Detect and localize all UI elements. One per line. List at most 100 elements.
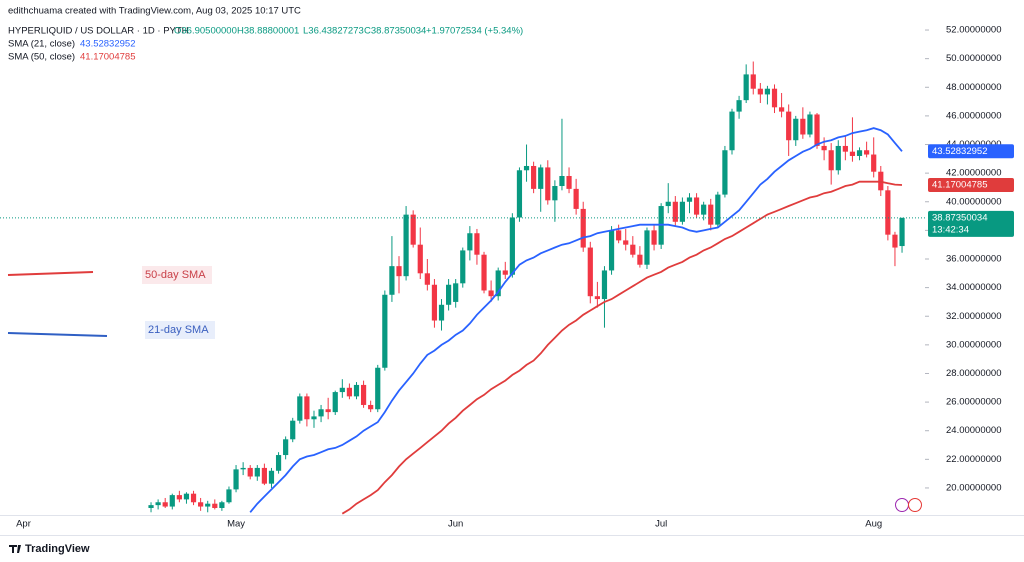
x-tick-label: Jun [448, 519, 463, 530]
candle-body [708, 204, 714, 225]
logo-text: TradingView [25, 543, 90, 555]
legend-low: L36.43827273 [303, 26, 364, 37]
candle-body [339, 387, 345, 393]
candle-body [453, 283, 459, 302]
legend-open: O36.90500000 [174, 26, 237, 37]
candle-body [318, 409, 324, 417]
candle-body [424, 273, 430, 285]
y-tick-label: 42.00000000 [946, 168, 1001, 179]
candle-body [325, 409, 331, 413]
y-tick-label: 36.00000000 [946, 254, 1001, 265]
candle-body [240, 467, 246, 470]
annotation: 21-day SMA [148, 324, 209, 336]
y-tick-label: 20.00000000 [946, 482, 1001, 493]
candle-body [233, 469, 239, 490]
candle-body [290, 420, 296, 440]
candle-body [531, 165, 537, 189]
candle-body [446, 284, 452, 305]
candle-body [460, 250, 466, 284]
candle-body [183, 493, 190, 500]
candle-body [198, 502, 204, 507]
candle-body [892, 234, 898, 248]
candle-body [587, 247, 593, 297]
y-tick-label: 46.00000000 [946, 110, 1001, 121]
legend-name: SMA (21, close) [8, 39, 75, 50]
candle-body [623, 240, 629, 245]
candle-body [566, 175, 572, 189]
candle-body [509, 217, 515, 275]
candle-body [672, 201, 678, 222]
candle-body [686, 197, 693, 202]
candle-body [261, 467, 267, 484]
candle-body [800, 118, 806, 135]
candle-body [488, 290, 494, 297]
candle-body [849, 151, 856, 156]
annotation-line [7, 271, 94, 276]
value-tag-label: 43.52832952 [932, 146, 987, 157]
candle-body [722, 150, 728, 195]
annotation-box [145, 321, 215, 339]
y-tick-label: 34.00000000 [946, 282, 1001, 293]
candle-body [778, 107, 785, 112]
candle-body [538, 167, 544, 189]
candle-body [297, 396, 303, 421]
candle-body [651, 230, 657, 245]
y-tick-label: 26.00000000 [946, 397, 1001, 408]
candle-body [715, 194, 721, 225]
y-tick-label: 32.00000000 [946, 311, 1001, 322]
candle-body [346, 387, 353, 397]
candle-body [573, 188, 579, 209]
candle-body [679, 201, 686, 222]
candle-body [856, 150, 863, 156]
candle-body [353, 384, 360, 397]
candle-body [162, 502, 168, 507]
candle-body [382, 294, 388, 368]
candle-body [885, 190, 891, 235]
candle-body [268, 470, 275, 484]
candle-body [608, 230, 615, 271]
candle-body [828, 150, 834, 171]
candle-body [254, 467, 260, 477]
y-tick-label: 30.00000000 [946, 339, 1001, 350]
candle-body [495, 270, 501, 297]
candle-body [219, 502, 225, 508]
candle-body [368, 404, 374, 410]
y-tick-label: 52.00000000 [946, 25, 1001, 36]
candle-body [750, 74, 756, 89]
candle-body [275, 455, 282, 471]
candle-body [176, 495, 182, 500]
candle-body [481, 254, 487, 291]
candle-body [786, 111, 792, 141]
candle-body [169, 495, 175, 507]
candle-body [247, 467, 253, 477]
candle-body [821, 145, 827, 151]
price-tag-label: 38.87350034 [932, 212, 987, 223]
plot-area [148, 61, 905, 515]
candle-body [814, 114, 820, 146]
candle-body [375, 367, 381, 410]
price-tag [928, 210, 1014, 237]
candle-body [871, 154, 877, 172]
value-tag [928, 144, 1014, 159]
candle-body [205, 503, 211, 507]
candle-body [764, 88, 771, 95]
x-tick-label: May [227, 519, 245, 530]
candle-body [601, 270, 608, 300]
candle-body [226, 489, 232, 503]
candle-body [835, 145, 841, 171]
candle-body [516, 170, 523, 218]
icon [895, 498, 909, 512]
candle-body [899, 217, 905, 247]
annotation-box [142, 266, 212, 284]
candle-body [793, 118, 799, 141]
credit: edithchuama created with TradingView.com… [8, 6, 301, 17]
candle-body [410, 214, 416, 245]
legend-change: +1.97072534 (+5.34%) [426, 26, 523, 37]
y-tick-label: 48.00000000 [946, 82, 1001, 93]
candle-body [693, 197, 700, 215]
symbol: HYPERLIQUID / US DOLLAR · 1D · PYTH [8, 26, 189, 37]
value-tag [928, 178, 1014, 193]
candle-body [559, 175, 565, 187]
y-tick-label: 22.00000000 [946, 454, 1001, 465]
